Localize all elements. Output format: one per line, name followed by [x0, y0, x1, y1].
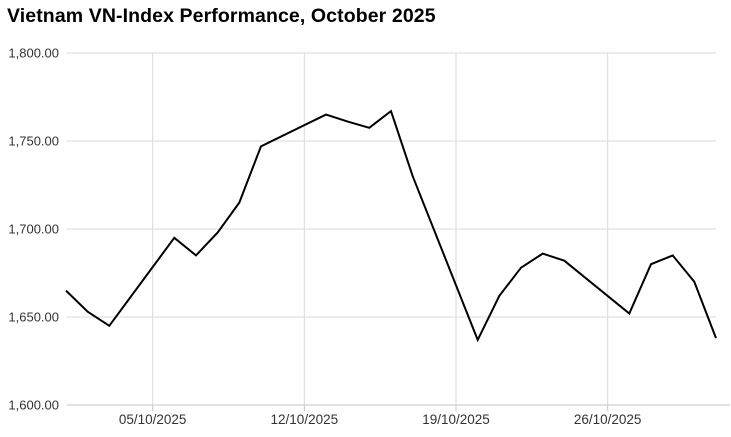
- y-axis-tick-label: 1,800.00: [8, 46, 59, 61]
- y-axis-tick-label: 1,700.00: [8, 222, 59, 237]
- x-axis-tick-label: 05/10/2025: [119, 412, 187, 427]
- x-axis-tick-label: 26/10/2025: [574, 412, 642, 427]
- y-axis-tick-label: 1,600.00: [8, 398, 59, 413]
- chart-title: Vietnam VN-Index Performance, October 20…: [7, 5, 436, 27]
- x-axis-tick-label: 12/10/2025: [271, 412, 339, 427]
- vn-index-series-line: [65, 109, 717, 343]
- x-axis-tick-label: 19/10/2025: [422, 412, 490, 427]
- y-axis-tick-label: 1,650.00: [8, 310, 59, 325]
- y-axis-tick-label: 1,750.00: [8, 134, 59, 149]
